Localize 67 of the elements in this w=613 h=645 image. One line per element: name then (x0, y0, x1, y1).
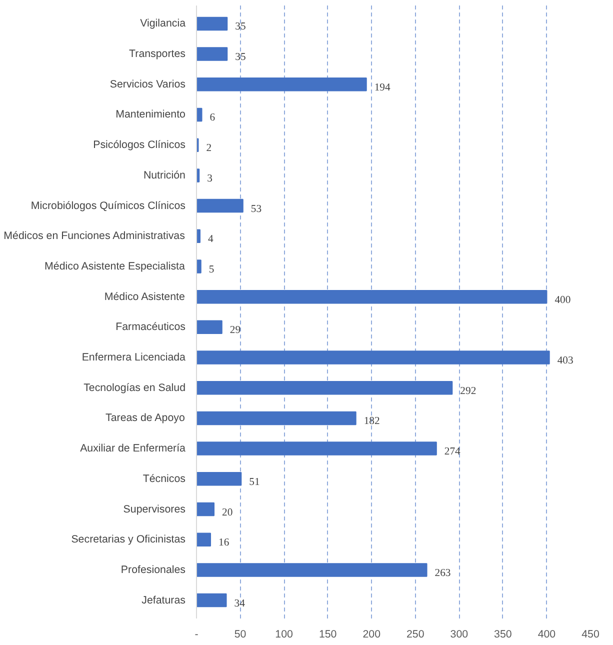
y-tick-label: Transportes (129, 48, 186, 60)
x-tick-label: 350 (494, 628, 512, 640)
data-label: 35 (235, 52, 246, 64)
y-tick-label: Técnicos (142, 472, 186, 485)
y-tick-label: Enfermera Licenciada (82, 352, 186, 364)
data-label: 5 (208, 264, 214, 276)
data-label: 274 (444, 446, 462, 458)
data-label: 6 (210, 112, 216, 124)
y-tick-label: Médico Asistente Especialista (44, 260, 185, 272)
bar (196, 350, 550, 364)
y-tick-label: Médicos en Funciones Administrativas (4, 230, 185, 242)
data-label: 34 (234, 598, 246, 610)
bar (196, 532, 212, 546)
data-label: 51 (249, 476, 260, 488)
y-tick-label: Nutrición (143, 169, 186, 182)
x-tick-label: 450 (582, 628, 600, 640)
bar (196, 198, 244, 213)
data-label: 4 (208, 234, 214, 246)
data-label: 53 (250, 204, 262, 215)
y-tick-label: Supervisores (123, 503, 186, 516)
bar (196, 502, 215, 516)
bar (196, 320, 222, 334)
x-tick-label: 300 (450, 628, 468, 640)
bar (196, 108, 202, 122)
x-tick-label: 400 (538, 628, 556, 640)
bar (196, 290, 548, 304)
x-tick-label: 250 (406, 628, 424, 640)
x-tick-label: 150 (318, 628, 337, 640)
y-tick-label: Médico Asistente (104, 290, 185, 303)
y-tick-label: Tareas de Apoyo (106, 412, 185, 424)
y-tick-label: Microbiólogos Químicos Clínicos (30, 200, 186, 212)
data-label: 292 (460, 386, 476, 397)
y-tick-label: Farmacéuticos (116, 321, 186, 334)
data-label: 403 (557, 356, 574, 367)
data-label: 2 (206, 143, 212, 154)
y-tick-label: Psicólogos Clínicos (93, 139, 186, 152)
data-label: 29 (230, 325, 241, 336)
y-tick-label: Tecnologías en Salud (84, 382, 186, 394)
bar (196, 563, 428, 577)
bar (196, 411, 356, 426)
x-tick-label: 100 (275, 628, 294, 640)
data-label: 3 (207, 173, 212, 184)
y-tick-label: Auxiliar de Enfermería (80, 442, 186, 455)
y-tick-label: Secretarias y Oficinistas (71, 534, 186, 546)
bar (196, 442, 437, 456)
y-tick-label: Servicios Varios (110, 78, 186, 90)
bar (196, 593, 227, 608)
bar (196, 78, 367, 92)
data-label: 400 (554, 294, 571, 306)
x-tick-label: 200 (362, 628, 381, 640)
bar (196, 47, 228, 61)
x-tick-label: 50 (234, 628, 246, 640)
data-label: 35 (235, 22, 246, 33)
y-tick-label: Profesionales (120, 564, 186, 576)
y-tick-label: Mantenimiento (116, 108, 186, 121)
data-label: 20 (222, 507, 233, 518)
data-label: 16 (218, 538, 230, 549)
y-tick-label: Jefaturas (142, 594, 186, 606)
bar (196, 472, 242, 486)
y-tick-label: Vigilancia (140, 18, 186, 30)
data-label: 194 (374, 82, 392, 94)
bar (196, 16, 228, 31)
data-label: 263 (434, 568, 451, 579)
bar (196, 260, 202, 274)
x-tick-label: - (194, 628, 199, 640)
bar (196, 380, 453, 395)
data-label: 182 (364, 416, 380, 428)
